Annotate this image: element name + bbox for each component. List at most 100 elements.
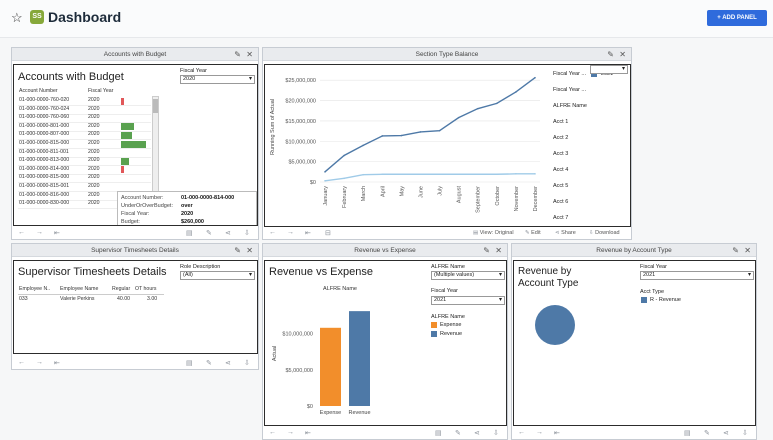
fiscal-year-dropdown[interactable]: 2020 bbox=[180, 75, 255, 84]
fiscal-year-dropdown[interactable]: 2021 bbox=[431, 296, 505, 305]
x-tick-label: March bbox=[361, 186, 367, 201]
x-tick-label: November bbox=[514, 186, 520, 212]
comment-icon[interactable]: ▤ bbox=[684, 430, 691, 437]
edit-icon[interactable]: ✎ bbox=[483, 246, 490, 255]
share-icon[interactable]: ⋖ bbox=[723, 430, 729, 437]
share-icon[interactable]: ⋖ bbox=[225, 360, 231, 367]
revert-icon[interactable]: ⇤ bbox=[305, 430, 311, 437]
y-tick-label: $25,000,000 bbox=[285, 78, 316, 84]
panel-header-title: Revenue vs Expense bbox=[354, 247, 416, 254]
edit-icon[interactable]: ✎ bbox=[455, 430, 461, 437]
undo-icon[interactable]: ← bbox=[518, 429, 525, 436]
close-icon[interactable]: ✕ bbox=[744, 246, 751, 255]
legend-expense: Expense bbox=[440, 322, 462, 328]
filter-dropdown[interactable] bbox=[590, 65, 628, 74]
y-tick-label: $20,000,000 bbox=[285, 99, 316, 105]
cell-fiscal-year: 2020 bbox=[88, 140, 100, 146]
undo-icon[interactable]: ← bbox=[18, 359, 25, 366]
redo-icon[interactable]: → bbox=[287, 429, 294, 436]
add-panel-label: ADD PANEL bbox=[722, 15, 757, 21]
filter-label: Fiscal Year ... bbox=[553, 87, 587, 93]
share-icon[interactable]: ⋖ bbox=[474, 430, 480, 437]
redo-icon[interactable]: → bbox=[287, 229, 294, 236]
cell-employee-number: 033 bbox=[19, 296, 28, 302]
view-label: View: Original bbox=[479, 230, 514, 236]
undo-icon[interactable]: ← bbox=[269, 229, 276, 236]
cell-account: 01-000-0000-807-000 bbox=[19, 131, 70, 138]
edit-button[interactable]: ✎ Edit bbox=[525, 230, 541, 236]
budget-bar bbox=[121, 140, 147, 148]
row-divider bbox=[18, 105, 151, 106]
comment-icon[interactable]: ▤ bbox=[435, 430, 442, 437]
edit-icon[interactable]: ✎ bbox=[732, 246, 739, 255]
revert-icon[interactable]: ⇤ bbox=[54, 230, 60, 237]
edit-icon[interactable]: ✎ bbox=[234, 246, 241, 255]
undo-icon[interactable]: ← bbox=[18, 229, 25, 236]
panel-section-type-balance: Section Type Balance ✎ ✕ $0 $5,000,000 $10,0… bbox=[262, 47, 632, 240]
cell-ot-hours: 3.00 bbox=[147, 296, 158, 302]
redo-icon[interactable]: → bbox=[536, 429, 543, 436]
redo-icon[interactable]: → bbox=[36, 359, 43, 366]
data-point bbox=[343, 177, 345, 180]
row-divider bbox=[18, 122, 151, 124]
revert-icon[interactable]: ⇤ bbox=[54, 360, 60, 367]
edit-icon[interactable]: ✎ bbox=[234, 50, 241, 59]
edit-icon[interactable]: ✎ bbox=[607, 50, 614, 59]
undo-icon[interactable]: ← bbox=[269, 429, 276, 436]
viz-frame: Supervisor Timesheets Details Role Descr… bbox=[13, 260, 258, 354]
revert-icon[interactable]: ⇤ bbox=[554, 430, 560, 437]
y-tick-label: $15,000,000 bbox=[285, 119, 316, 125]
col-regular: Regular bbox=[112, 286, 131, 292]
x-tick-label: October bbox=[495, 186, 501, 206]
legend-title: ALFRE Name bbox=[431, 314, 465, 320]
close-icon[interactable]: ✕ bbox=[495, 246, 502, 255]
download-button[interactable]: ⇩ Download bbox=[589, 230, 620, 236]
data-point bbox=[324, 171, 326, 173]
budget-bar bbox=[121, 166, 124, 174]
edit-icon[interactable]: ✎ bbox=[206, 230, 212, 237]
share-button[interactable]: ⋖ Share bbox=[555, 230, 576, 236]
bar bbox=[320, 327, 341, 406]
tooltip-value: 01-000-0000-814-000 bbox=[181, 195, 235, 201]
cell-account: 01-000-0000-815-000 bbox=[19, 174, 70, 181]
share-icon[interactable]: ⋖ bbox=[225, 230, 231, 237]
data-point bbox=[476, 173, 479, 176]
cell-account: 01-000-0000-760-024 bbox=[19, 105, 70, 112]
fiscal-year-dropdown[interactable]: 2021 bbox=[640, 271, 754, 280]
filter-label: Acct 2 bbox=[553, 135, 569, 141]
viz-toolbar: ← → ⇤ ▤ ✎ ⋖ ⇩ bbox=[512, 427, 756, 439]
role-dropdown[interactable]: (All) bbox=[180, 271, 255, 280]
view-original-button[interactable]: ▤ View: Original bbox=[473, 230, 514, 236]
add-panel-button[interactable]: + ADD PANEL bbox=[707, 10, 767, 26]
cell-regular: 40.00 bbox=[117, 296, 130, 302]
filter-label: Acct 5 bbox=[553, 183, 569, 189]
cell-account: 01-000-0000-760-020 bbox=[19, 97, 70, 103]
cell-fiscal-year: 2020 bbox=[88, 157, 100, 164]
panel-header: Revenue by Account Type ✎ ✕ bbox=[512, 244, 756, 257]
y-axis-label: Actual bbox=[272, 346, 278, 361]
download-icon[interactable]: ⇩ bbox=[244, 230, 250, 237]
scrollbar[interactable] bbox=[152, 96, 159, 206]
comment-icon[interactable]: ▤ bbox=[186, 360, 193, 367]
pause-icon[interactable]: ⊟ bbox=[325, 230, 331, 237]
x-tick-label: August bbox=[457, 186, 463, 204]
redo-icon[interactable]: → bbox=[36, 229, 43, 236]
budget-bar bbox=[121, 157, 130, 165]
comment-icon[interactable]: ▤ bbox=[186, 230, 193, 237]
x-tick-label: May bbox=[399, 186, 405, 197]
row-divider bbox=[18, 165, 151, 167]
filter-label: Fiscal Year ... bbox=[553, 71, 587, 77]
edit-icon[interactable]: ✎ bbox=[206, 360, 212, 367]
download-icon[interactable]: ⇩ bbox=[493, 430, 499, 437]
close-icon[interactable]: ✕ bbox=[246, 246, 253, 255]
star-icon[interactable]: ☆ bbox=[11, 10, 23, 25]
revert-icon[interactable]: ⇤ bbox=[305, 230, 311, 237]
close-icon[interactable]: ✕ bbox=[619, 50, 626, 59]
alfre-dropdown[interactable]: (Multiple values) bbox=[431, 271, 505, 280]
download-icon[interactable]: ⇩ bbox=[742, 430, 748, 437]
edit-icon[interactable]: ✎ bbox=[704, 430, 710, 437]
download-icon[interactable]: ⇩ bbox=[244, 360, 250, 367]
dashboard-canvas: Accounts with Budget ✎ ✕ Accounts with Bud… bbox=[0, 38, 773, 440]
close-icon[interactable]: ✕ bbox=[246, 50, 253, 59]
data-point bbox=[419, 173, 422, 176]
